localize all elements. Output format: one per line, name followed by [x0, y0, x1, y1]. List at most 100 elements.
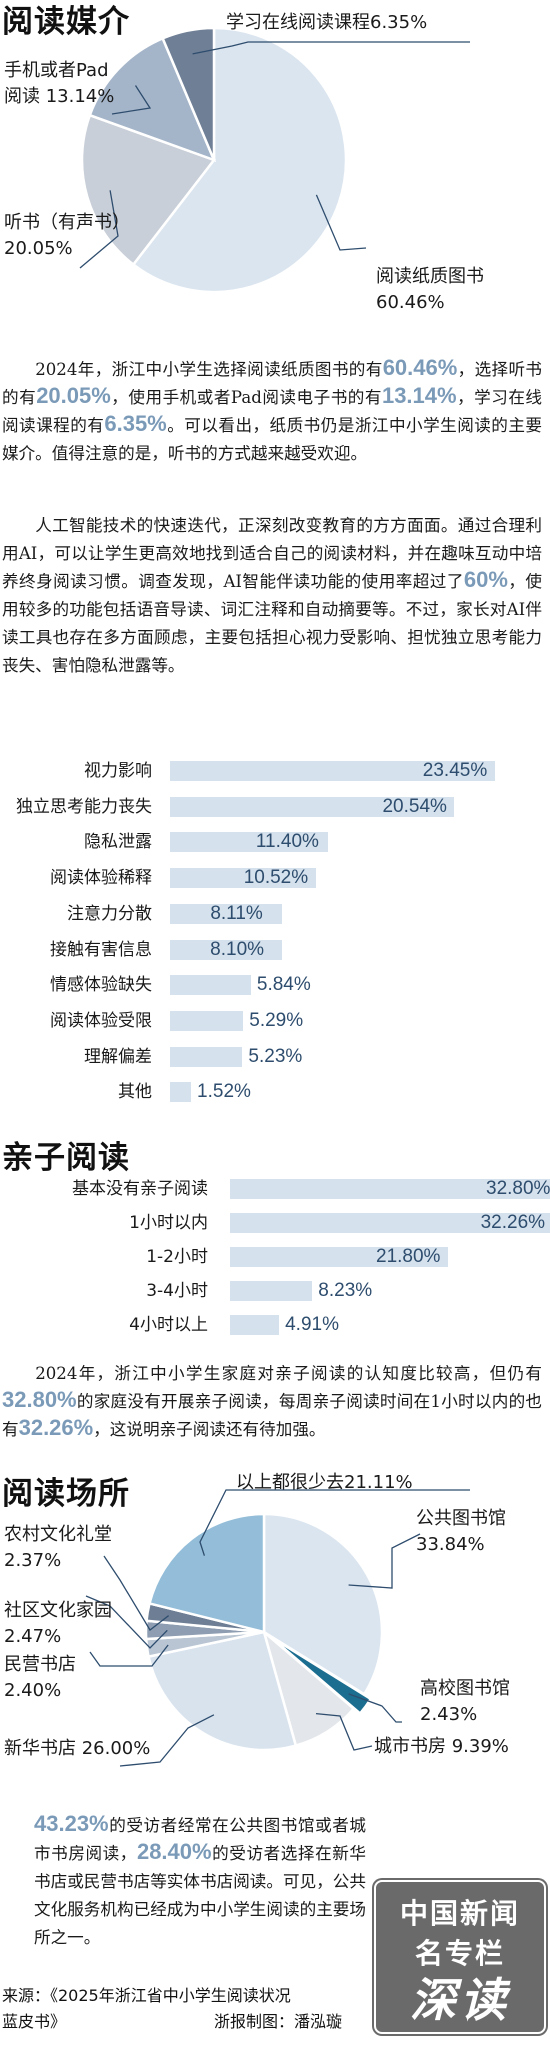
media-para-highlight-figure: 20.05%: [36, 383, 111, 408]
bar-row: 视力影响 23.45%: [0, 756, 550, 786]
bar-row: 注意力分散 8.11%: [0, 899, 550, 929]
media-para-text: 2024年，浙江中小学生选择阅读纸质图书的有: [35, 360, 383, 379]
bar-value-label: 20.54%: [382, 795, 447, 817]
bar-category-label: 独立思考能力丧失: [16, 796, 152, 817]
bar-row: 1小时以内 32.26%: [0, 1208, 550, 1238]
ai-para-text: ，使用较多的功能包括语音导读、词汇注释和自动摘要等。不过，家长对AI伴读工具也存…: [2, 572, 542, 675]
pie-leader-line: [199, 1489, 470, 1556]
bar-row: 独立思考能力丧失 20.54%: [0, 792, 550, 822]
bar-category-label: 视力影响: [84, 761, 152, 781]
bar-value-label: 8.11%: [210, 902, 263, 924]
pie-leader-line: [119, 1714, 215, 1767]
places-para-text: 的受访者选择在新华书店或民营书店等实体书店阅读。可见，公共文化服务机构已经成为中…: [34, 1844, 367, 1947]
column-badge-logo: 中国新闻 名专栏 深读: [374, 1880, 546, 2034]
bar-row: 情感体验缺失 5.84%: [0, 970, 550, 1000]
pie-slice-label: 手机或者Pad 阅读 13.14%: [4, 60, 115, 107]
section-heading-reading-media: 阅读媒介: [2, 4, 130, 40]
bar-category-label: 隐私泄露: [84, 832, 152, 853]
pie-slice-label: 高校图书馆 2.43%: [420, 1678, 510, 1725]
reading-media-pie-chart: [79, 26, 470, 294]
source-line-1: 来源：《2025年浙江省中小学生阅读状况: [2, 1986, 291, 2005]
bar-row: 3-4小时 8.23%: [0, 1276, 550, 1306]
bar-value-label: 21.80%: [376, 1246, 441, 1267]
bar-value-label: 8.23%: [318, 1280, 373, 1301]
pie-leader-line: [79, 190, 119, 269]
badge-line-3: 深读: [410, 1973, 510, 2027]
bar-category-label: 接触有害信息: [50, 939, 152, 960]
parent-para-highlight-figure: 32.26%: [18, 1415, 94, 1440]
bar-row: 阅读体验受限 5.29%: [0, 1006, 550, 1036]
pie-slice-label: 农村文化礼堂 2.37%: [4, 1524, 112, 1571]
bar-row: 其他 1.52%: [0, 1077, 550, 1107]
pie-leader-line: [89, 1644, 169, 1667]
pie-slice: [269, 1635, 373, 1716]
pie-slice-label: 公共图书馆 33.84%: [416, 1508, 506, 1555]
bar: [230, 1179, 550, 1199]
bar-category-label: 其他: [118, 1082, 152, 1103]
bar-value-label: 23.45%: [422, 760, 488, 781]
bar-row: 接触有害信息 8.10%: [0, 935, 550, 965]
bar: [170, 939, 283, 960]
pie-leader-line: [348, 1693, 402, 1723]
bar: [170, 832, 328, 853]
pie-slice: [131, 26, 348, 294]
pie-slice: [147, 1630, 298, 1752]
media-para-text: ，选择听书的有: [2, 360, 543, 407]
pie-slice: [262, 1512, 384, 1696]
bar-category-label: 理解偏差: [84, 1046, 152, 1067]
bar-row: 基本没有亲子阅读 32.80%: [0, 1174, 550, 1204]
media-para-highlight-figure: 13.14%: [381, 383, 457, 408]
bar: [170, 903, 283, 924]
pie-slice: [80, 113, 217, 267]
pie-slice: [88, 36, 217, 163]
pie-leader-line: [315, 194, 367, 251]
bar-value-label: 10.52%: [243, 867, 309, 889]
bar-category-label: 1小时以内: [129, 1213, 208, 1233]
pie-slice: [147, 1512, 266, 1634]
ai-para-text: 人工智能技术的快速迭代，正深刻改变教育的方方面面。通过合理利用AI，可以让学生更…: [2, 516, 542, 591]
bar: [170, 975, 251, 996]
badge-line-2: 名专栏: [414, 1937, 505, 1970]
pie-slice-label: 阅读纸质图书 60.46%: [376, 266, 484, 313]
bar-category-label: 阅读体验稀释: [50, 868, 152, 889]
parent-child-paragraph: 2024年，浙江中小学生家庭对亲子阅读的认知度比较高，但仍有 32.80%的家庭没…: [2, 1360, 542, 1444]
bar-category-label: 注意力分散: [67, 903, 152, 924]
pie-leader-line: [315, 1712, 373, 1751]
bar-category-label: 情感体验缺失: [50, 975, 152, 996]
pie-slice: [161, 26, 216, 161]
section-heading-reading-places: 阅读场所: [2, 1476, 130, 1512]
bar-value-label: 5.29%: [249, 1009, 304, 1031]
pie-leader-line: [85, 1595, 168, 1649]
bar-value-label: 32.26%: [480, 1212, 546, 1233]
media-para-text: ，使用手机或者Pad阅读电子书的有: [110, 388, 382, 407]
bar-row: 隐私泄露 11.40%: [0, 827, 550, 857]
bar-value-label: 1.52%: [197, 1081, 251, 1103]
bar-row: 理解偏差 5.23%: [0, 1042, 550, 1072]
pie-slice-label: 听书（有声书） 20.05%: [4, 212, 130, 259]
pie-slice-label: 以上都很少去21.11%: [236, 1472, 413, 1493]
bar-category-label: 4小时以上: [129, 1315, 208, 1335]
pie-slice-label: 民营书店 2.40%: [4, 1654, 76, 1701]
ai-para-highlight-figure: 60%: [463, 567, 508, 592]
parent-para-text: ，这说明亲子阅读还有待加强。: [93, 1420, 326, 1439]
bar: [170, 868, 316, 889]
bar: [170, 1046, 243, 1067]
bar: [230, 1213, 550, 1233]
reading-places-paragraph: 43.23%的受访者经常在公共图书馆或者城市书房阅读，28.40%的受访者选择在…: [34, 1812, 366, 1952]
bar-value-label: 5.23%: [248, 1045, 303, 1067]
media-para-text: ，学习在线阅读课程的有: [2, 388, 543, 435]
bar: [170, 761, 495, 781]
places-para-highlight-figure: 43.23%: [34, 1811, 109, 1836]
bar: [170, 1082, 192, 1103]
pie-leader-line: [192, 41, 470, 55]
source-line-2: 蓝皮书》: [2, 2012, 67, 2031]
media-para-highlight-figure: 60.46%: [382, 355, 458, 380]
parent-para-text: 的家庭没有开展亲子阅读，每周亲子阅读时间在1小时以内的也有: [2, 1392, 542, 1439]
pie-slice-label: 社区文化家园 2.47%: [4, 1600, 112, 1647]
reading-places-pie-chart: [85, 1489, 470, 1767]
bar-value-label: 8.10%: [210, 938, 265, 960]
bar-category-label: 阅读体验受限: [50, 1010, 152, 1031]
pie-leader-line: [103, 1555, 169, 1631]
bar-value-label: 4.91%: [285, 1314, 339, 1335]
pie-leader-line: [111, 85, 152, 115]
